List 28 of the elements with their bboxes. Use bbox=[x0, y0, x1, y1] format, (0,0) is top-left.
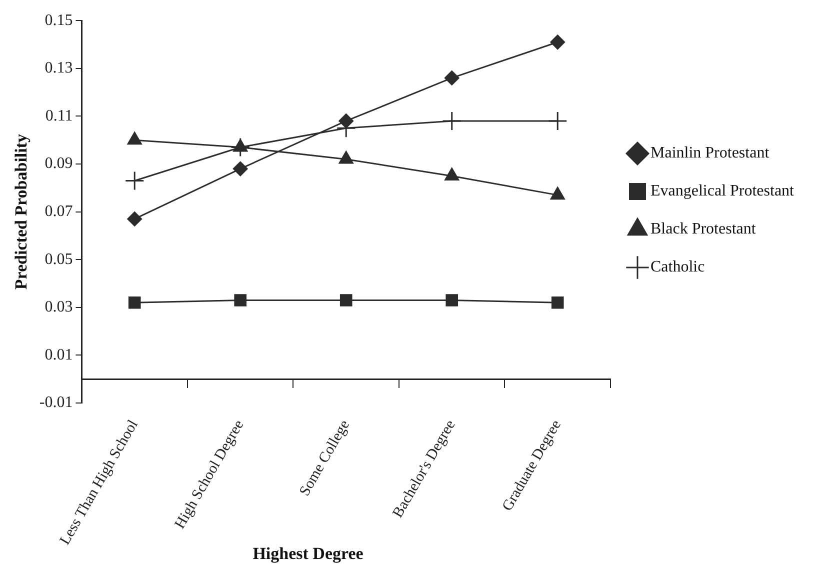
point bbox=[234, 294, 247, 306]
legend-label: Mainlin Protestant bbox=[650, 144, 770, 162]
point bbox=[232, 161, 248, 176]
y-tick-label: 0.09 bbox=[44, 155, 73, 172]
point bbox=[124, 170, 144, 190]
y-tick-label: 0.15 bbox=[44, 12, 73, 29]
point bbox=[548, 111, 568, 131]
point bbox=[442, 111, 462, 131]
point bbox=[446, 294, 458, 306]
point bbox=[127, 211, 142, 226]
y-tick-label: 0.07 bbox=[44, 203, 73, 220]
point bbox=[230, 138, 250, 158]
y-tick-label: 0.01 bbox=[44, 346, 73, 364]
y-tick-label: 0.03 bbox=[44, 298, 73, 316]
y-tick-label: 0.05 bbox=[44, 250, 73, 268]
legend-label: Black Protestant bbox=[650, 220, 756, 238]
legend-label: Catholic bbox=[650, 258, 705, 276]
x-axis-title: Highest Degree bbox=[252, 544, 364, 563]
point bbox=[128, 296, 141, 309]
y-axis-title: Predicted Probability bbox=[12, 133, 31, 290]
y-tick-label: 0.13 bbox=[44, 60, 73, 77]
y-tick-label: 0.11 bbox=[45, 107, 73, 124]
point bbox=[444, 70, 460, 86]
point bbox=[551, 296, 564, 309]
point bbox=[550, 34, 566, 50]
legend-label: Evangelical Protestant bbox=[650, 182, 795, 200]
y-tick-label: -0.01 bbox=[39, 394, 73, 412]
point bbox=[340, 294, 352, 306]
